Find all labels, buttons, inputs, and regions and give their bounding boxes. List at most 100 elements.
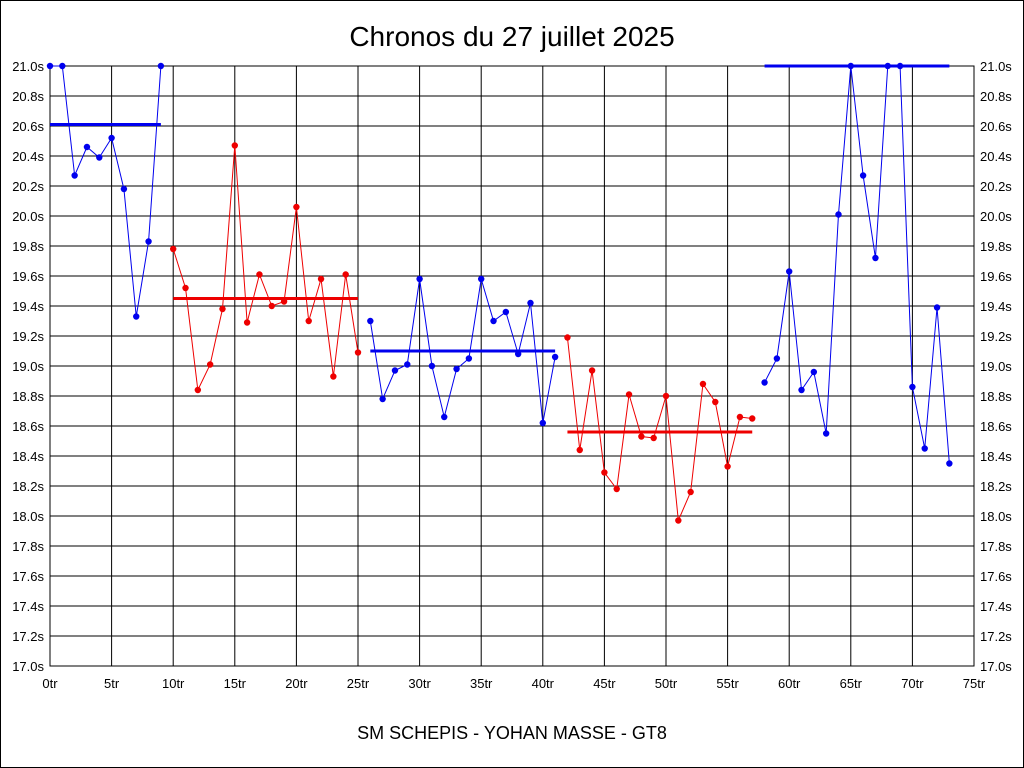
y-tick-label-right: 18.2s [980,479,1012,494]
data-point [256,271,263,278]
y-tick-label-left: 19.4s [12,299,44,314]
data-point [243,319,251,326]
data-point [921,445,928,452]
y-tick-label-right: 20.4s [980,149,1012,164]
chart-subtitle: SM SCHEPIS - YOHAN MASSE - GT8 [357,723,667,743]
data-point [946,460,953,467]
series-5-blue [761,62,953,467]
data-point [502,308,510,316]
data-point [527,299,534,307]
x-tick-label: 30tr [408,676,431,691]
y-tick-label-right: 19.2s [980,329,1012,344]
data-point [478,275,485,283]
data-point [354,349,362,356]
data-point [884,62,891,70]
data-point [613,485,620,493]
data-point [798,386,805,394]
data-point [330,373,337,380]
data-point [83,143,91,151]
data-point [145,238,152,245]
data-point [428,362,436,370]
y-tick-label-right: 18.4s [980,449,1012,464]
y-tick-label-left: 19.2s [12,329,44,344]
data-point [514,350,522,358]
data-point [539,419,546,427]
data-point [773,355,781,362]
data-point [441,413,448,421]
data-point [206,361,214,368]
series-layer [46,62,953,524]
series-3-blue [367,275,559,427]
data-point [268,302,275,310]
data-point [305,317,312,325]
y-tick-label-right: 18.8s [980,389,1012,404]
y-tick-label-right: 19.6s [980,269,1012,284]
chart-title: Chronos du 27 juillet 2025 [349,21,674,52]
data-point [182,284,189,292]
y-tick-label-left: 18.8s [12,389,44,404]
data-point [909,383,916,391]
data-point [280,298,288,305]
y-tick-label-left: 19.0s [12,359,44,374]
data-point [416,275,423,283]
series-2-red [170,142,362,394]
data-point [379,395,386,403]
data-point [194,386,202,394]
y-tick-label-right: 20.2s [980,179,1012,194]
y-tick-label-left: 17.8s [12,539,44,554]
data-point [317,275,325,283]
data-point [157,62,165,70]
data-point [59,62,66,70]
data-point [638,433,645,440]
plot-frame [49,65,975,667]
data-point [108,134,115,142]
y-tick-label-left: 18.4s [12,449,44,464]
y-tick-label-left: 20.8s [12,89,44,104]
y-tick-label-right: 18.6s [980,419,1012,434]
y-tick-label-left: 19.6s [12,269,44,284]
x-tick-label: 0tr [42,676,58,691]
data-point [342,271,349,278]
y-tick-label-left: 18.2s [12,479,44,494]
x-tick-label: 55tr [716,676,739,691]
y-tick-label-left: 17.4s [12,599,44,614]
data-point [404,361,411,368]
data-point [749,415,756,422]
y-tick-label-right: 21.0s [980,59,1012,74]
x-tick-label: 35tr [470,676,493,691]
data-point [601,469,608,476]
data-point [810,368,818,376]
data-point [490,317,497,325]
data-point [367,317,374,325]
data-point [96,154,103,161]
y-tick-label-right: 20.0s [980,209,1012,224]
y-tick-label-right: 17.2s [980,629,1012,644]
y-tick-label-left: 20.0s [12,209,44,224]
data-point [687,488,694,496]
data-point [933,304,941,311]
grid [49,65,975,667]
x-tick-label: 5tr [104,676,120,691]
data-point [133,313,140,320]
data-point [465,355,473,362]
data-point [453,365,460,373]
y-tick-label-right: 20.8s [980,89,1012,104]
data-point [712,398,719,406]
y-tick-label-right: 18.0s [980,509,1012,524]
x-tick-label: 50tr [655,676,678,691]
y-tick-label-right: 17.8s [980,539,1012,554]
series-5-line [764,65,950,464]
y-tick-label-right: 19.8s [980,239,1012,254]
data-point [576,446,583,454]
data-point [822,430,830,437]
data-point [625,391,633,398]
data-point [170,245,177,253]
x-tick-label: 40tr [532,676,555,691]
y-tick-label-left: 20.4s [12,149,44,164]
data-point [847,62,854,70]
series-2-line [172,145,359,392]
data-point [650,434,657,442]
x-tick-label: 20tr [285,676,308,691]
x-tick-label: 15tr [224,676,247,691]
data-point [736,413,744,421]
